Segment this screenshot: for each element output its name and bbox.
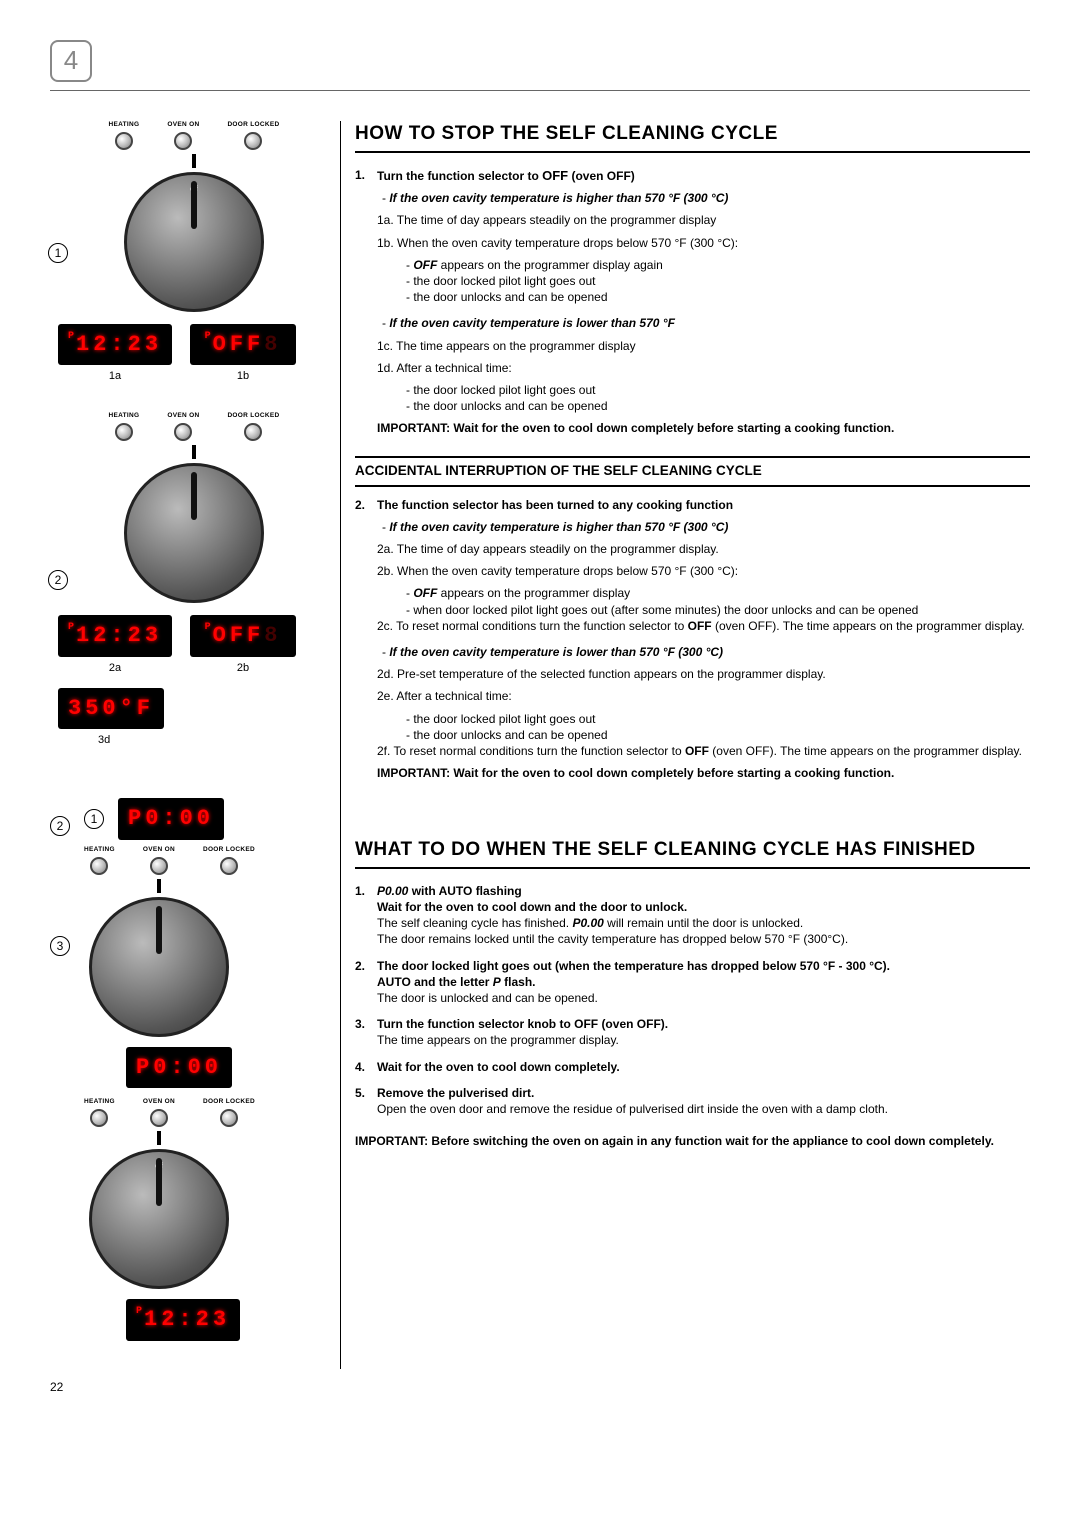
ovenon-light: [174, 132, 192, 150]
illustration-column: 1 HEATING OVEN ON DOOR LOCKED off P12:23…: [50, 121, 310, 1369]
display-2a: P12:23: [58, 615, 172, 657]
doorlocked-light: [244, 132, 262, 150]
light-label: DOOR LOCKED: [227, 121, 279, 130]
step-marker-1: 1: [48, 243, 68, 263]
page-number: 22: [50, 1379, 1030, 1395]
knob-block-1: 1 HEATING OVEN ON DOOR LOCKED off P12:23…: [50, 121, 310, 384]
display-p000-1: P0:00: [118, 798, 224, 840]
divider: [50, 90, 1030, 91]
knob-block-finished: 2 3 1 P0:00 HEATING OVEN ON DOOR LOCKED …: [50, 798, 310, 1341]
important-note: IMPORTANT: Wait for the oven to cool dow…: [377, 765, 1030, 781]
important-note: IMPORTANT: Wait for the oven to cool dow…: [377, 420, 1030, 436]
subsection-bar: ACCIDENTAL INTERRUPTION OF THE SELF CLEA…: [355, 456, 1030, 486]
page-badge: 4: [50, 40, 92, 82]
knob-block-2: 2 HEATING OVEN ON DOOR LOCKED P12:23 2a …: [50, 412, 310, 748]
display-2b: POFF8: [190, 615, 296, 657]
section-title-stop: HOW TO STOP THE SELF CLEANING CYCLE: [355, 121, 1030, 153]
section-title-finished: WHAT TO DO WHEN THE SELF CLEANING CYCLE …: [355, 837, 1030, 869]
instruction-column: HOW TO STOP THE SELF CLEANING CYCLE 1. T…: [340, 121, 1030, 1369]
selector-knob: [124, 463, 264, 603]
light-label: HEATING: [108, 121, 139, 130]
display-3d: 350°F: [58, 688, 164, 730]
display-1b: POFF8: [190, 324, 296, 366]
heating-light: [115, 132, 133, 150]
display-time-final: P12:23: [126, 1299, 240, 1341]
display-1a: P12:23: [58, 324, 172, 366]
caption-1b: 1b: [190, 369, 296, 384]
step-marker-2: 2: [48, 570, 68, 590]
display-p000-2: P0:00: [126, 1047, 232, 1089]
light-label: OVEN ON: [167, 121, 199, 130]
important-note: IMPORTANT: Before switching the oven on …: [355, 1133, 1030, 1149]
caption-1a: 1a: [58, 369, 172, 384]
selector-knob: off: [124, 172, 264, 312]
